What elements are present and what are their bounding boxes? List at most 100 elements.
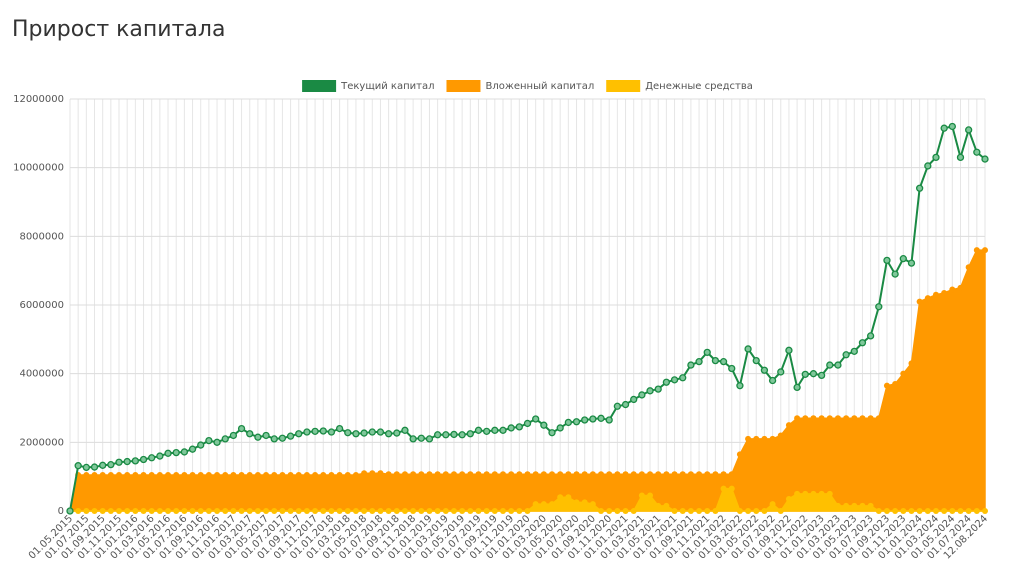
legend-swatch xyxy=(606,80,641,92)
point xyxy=(679,508,686,514)
point xyxy=(728,485,735,492)
legend-swatch xyxy=(446,80,481,92)
point xyxy=(164,449,172,457)
point xyxy=(597,414,605,422)
point xyxy=(981,155,989,163)
point xyxy=(442,431,450,439)
point xyxy=(205,508,212,514)
point xyxy=(377,508,384,514)
point xyxy=(303,428,311,436)
point xyxy=(671,508,678,514)
point xyxy=(785,422,792,429)
point xyxy=(982,508,988,514)
point xyxy=(410,508,417,514)
point xyxy=(932,291,939,298)
point xyxy=(74,462,82,470)
point xyxy=(384,430,393,438)
point xyxy=(663,471,670,478)
point xyxy=(75,508,82,514)
point xyxy=(654,385,662,393)
point xyxy=(573,499,580,506)
point xyxy=(769,435,776,442)
point xyxy=(556,424,564,432)
point xyxy=(107,471,114,478)
point xyxy=(516,471,523,478)
point xyxy=(459,508,466,514)
point xyxy=(704,508,711,514)
point xyxy=(246,430,254,438)
point xyxy=(745,435,752,442)
point xyxy=(491,426,499,434)
point xyxy=(818,415,825,422)
point xyxy=(360,429,368,437)
point xyxy=(932,153,940,162)
point xyxy=(589,501,596,508)
point xyxy=(973,247,980,254)
point xyxy=(785,346,793,354)
point xyxy=(982,247,988,254)
point xyxy=(638,471,645,478)
point xyxy=(851,415,858,422)
point xyxy=(915,184,924,192)
point xyxy=(491,508,498,514)
point xyxy=(851,502,858,509)
point xyxy=(973,508,980,514)
point xyxy=(842,351,850,359)
point xyxy=(352,430,360,438)
point xyxy=(450,430,458,439)
point xyxy=(622,508,629,514)
y-tick-label: 2000000 xyxy=(19,437,64,448)
point xyxy=(565,471,572,478)
point xyxy=(761,508,768,514)
point xyxy=(900,508,907,514)
point xyxy=(810,415,817,422)
point xyxy=(728,471,735,478)
y-tick-label: 10000000 xyxy=(13,163,64,174)
point xyxy=(875,415,882,422)
point xyxy=(434,471,441,478)
point xyxy=(956,153,965,162)
point xyxy=(589,415,597,423)
point xyxy=(328,508,335,514)
point xyxy=(303,471,310,478)
point xyxy=(352,471,359,478)
point xyxy=(197,508,204,514)
point xyxy=(794,415,801,422)
point xyxy=(719,357,728,366)
point xyxy=(214,471,221,478)
legend-label: Вложенный капитал xyxy=(485,81,594,92)
point xyxy=(450,508,457,514)
point xyxy=(434,508,441,514)
point xyxy=(802,490,809,497)
point xyxy=(140,508,147,514)
point xyxy=(524,471,531,478)
point xyxy=(401,508,408,514)
point xyxy=(124,508,131,514)
point xyxy=(459,471,466,478)
point xyxy=(646,387,654,395)
legend-label: Денежные средства xyxy=(645,81,753,92)
point xyxy=(327,428,336,436)
point xyxy=(148,454,156,462)
point xyxy=(883,382,890,389)
point xyxy=(320,508,327,514)
point xyxy=(279,508,286,514)
point xyxy=(932,508,939,514)
legend: Текущий капитал Вложенный капитал Денежные… xyxy=(302,80,753,92)
point xyxy=(287,471,294,478)
point xyxy=(662,378,671,386)
point xyxy=(180,448,189,456)
point xyxy=(214,508,221,514)
point xyxy=(229,431,238,440)
point xyxy=(385,471,392,478)
point xyxy=(826,415,833,422)
point xyxy=(941,289,948,296)
point xyxy=(205,471,212,478)
point xyxy=(679,471,686,478)
point xyxy=(957,508,964,514)
point xyxy=(442,508,449,514)
point xyxy=(875,303,883,311)
point xyxy=(753,435,760,442)
point xyxy=(148,471,155,478)
point xyxy=(940,124,948,132)
